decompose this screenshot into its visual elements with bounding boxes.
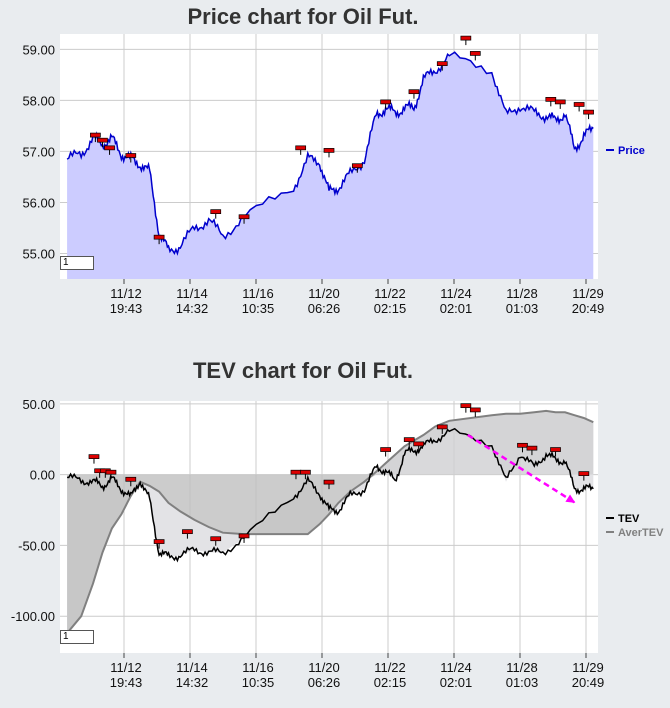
y-tick-label: 50.00 [22, 397, 55, 412]
x-tick-time: 14:32 [176, 675, 209, 690]
x-tick-date: 11/14 [176, 286, 208, 301]
price-period-input[interactable]: 1 [60, 256, 94, 270]
x-tick-time: 10:35 [242, 675, 275, 690]
signal-marker [380, 99, 391, 105]
signal-marker [323, 148, 335, 153]
x-tick-date: 11/16 [242, 660, 274, 675]
signal-marker [403, 437, 415, 442]
x-tick-date: 11/24 [440, 660, 472, 675]
tev-series-line [67, 427, 594, 563]
signal-marker [460, 35, 472, 41]
signal-marker [408, 89, 420, 95]
signal-marker [517, 442, 528, 448]
y-tick-label: 58.00 [22, 93, 55, 108]
signal-marker [97, 137, 108, 143]
signal-marker [153, 234, 165, 240]
legend-avertev-label: AverTEV [618, 527, 664, 539]
signal-marker [238, 533, 250, 539]
x-tick-date: 11/29 [572, 286, 604, 301]
trend-arrow-head [565, 494, 576, 503]
signal-marker [153, 539, 165, 544]
signal-marker [380, 447, 391, 452]
signal-marker [351, 163, 363, 169]
signal-marker [88, 454, 100, 459]
x-tick-time: 10:35 [242, 301, 275, 316]
y-tick-label: 56.00 [22, 195, 55, 210]
x-tick-date: 11/22 [374, 286, 406, 301]
x-tick-time: 19:43 [110, 301, 143, 316]
x-tick-time: 02:01 [440, 301, 473, 316]
x-tick-time: 20:49 [572, 301, 605, 316]
signal-marker [182, 529, 193, 535]
x-tick-date: 11/16 [242, 286, 274, 301]
y-tick-label: 55.00 [22, 246, 55, 261]
x-tick-time: 01:03 [506, 675, 539, 690]
signal-marker [578, 471, 590, 476]
signal-marker [573, 102, 585, 107]
x-tick-date: 11/28 [506, 660, 538, 675]
price-area-fill [67, 52, 594, 280]
price-series-line [66, 51, 594, 256]
x-tick-time: 02:01 [440, 675, 473, 690]
x-tick-time: 02:15 [374, 301, 407, 316]
signal-marker [125, 476, 137, 482]
x-tick-date: 11/22 [374, 660, 406, 675]
tev-chart: TEV chart for Oil Fut. 50.00 0.00 -50.00 -10… [11, 358, 664, 690]
signal-marker [460, 403, 472, 409]
signal-marker [545, 97, 557, 102]
chart-title: Price chart for Oil Fut. [187, 4, 418, 29]
x-tick-time: 06:26 [308, 301, 341, 316]
x-tick-date: 11/14 [176, 660, 208, 675]
legend-price-label: Price [618, 145, 645, 157]
x-tick-date: 11/12 [110, 286, 142, 301]
signal-marker [526, 445, 538, 451]
x-tick-time: 02:15 [374, 675, 407, 690]
signal-marker [90, 132, 101, 138]
signal-marker [104, 145, 115, 151]
signal-marker [436, 424, 448, 430]
aver-above-zero-fill [67, 410, 594, 475]
trend-arrow [467, 433, 577, 504]
x-tick-date: 11/12 [110, 660, 142, 675]
x-tick-time: 06:26 [308, 675, 341, 690]
signal-marker [238, 214, 250, 220]
signal-marker [550, 447, 561, 452]
x-tick-time: 20:49 [572, 675, 605, 690]
signal-marker [436, 61, 448, 66]
legend-tev-label: TEV [618, 513, 640, 525]
chart-title: TEV chart for Oil Fut. [193, 358, 413, 383]
signal-marker [210, 209, 222, 214]
y-tick-label: -50.00 [18, 538, 55, 553]
x-tick-time: 19:43 [110, 675, 143, 690]
signal-marker [290, 469, 302, 475]
signal-marker [469, 407, 481, 413]
x-tick-date: 11/29 [572, 660, 604, 675]
signal-marker [295, 145, 307, 151]
signal-marker [413, 441, 425, 447]
x-tick-date: 11/28 [506, 286, 538, 301]
x-tick-time: 14:32 [176, 301, 209, 316]
signal-marker [469, 51, 481, 56]
tev-period-input[interactable]: 1 [60, 630, 94, 644]
y-tick-label: 59.00 [22, 42, 55, 57]
y-tick-label: -100.00 [11, 609, 55, 624]
signal-marker [105, 469, 117, 475]
y-tick-label: 0.00 [30, 468, 55, 483]
signal-marker [300, 469, 311, 475]
price-chart: Price chart for Oil Fut. 59.00 58.00 57.00 5… [22, 4, 645, 316]
y-tick-label: 57.00 [22, 144, 55, 159]
x-tick-date: 11/20 [308, 286, 340, 301]
signal-marker [323, 479, 335, 485]
aver-below-zero-fill [67, 474, 594, 634]
x-tick-time: 01:03 [506, 301, 539, 316]
signal-marker [583, 109, 594, 115]
signal-marker [210, 536, 222, 542]
x-tick-date: 11/20 [308, 660, 340, 675]
signal-marker [554, 99, 566, 105]
x-tick-date: 11/24 [440, 286, 472, 301]
signal-marker [125, 153, 137, 158]
